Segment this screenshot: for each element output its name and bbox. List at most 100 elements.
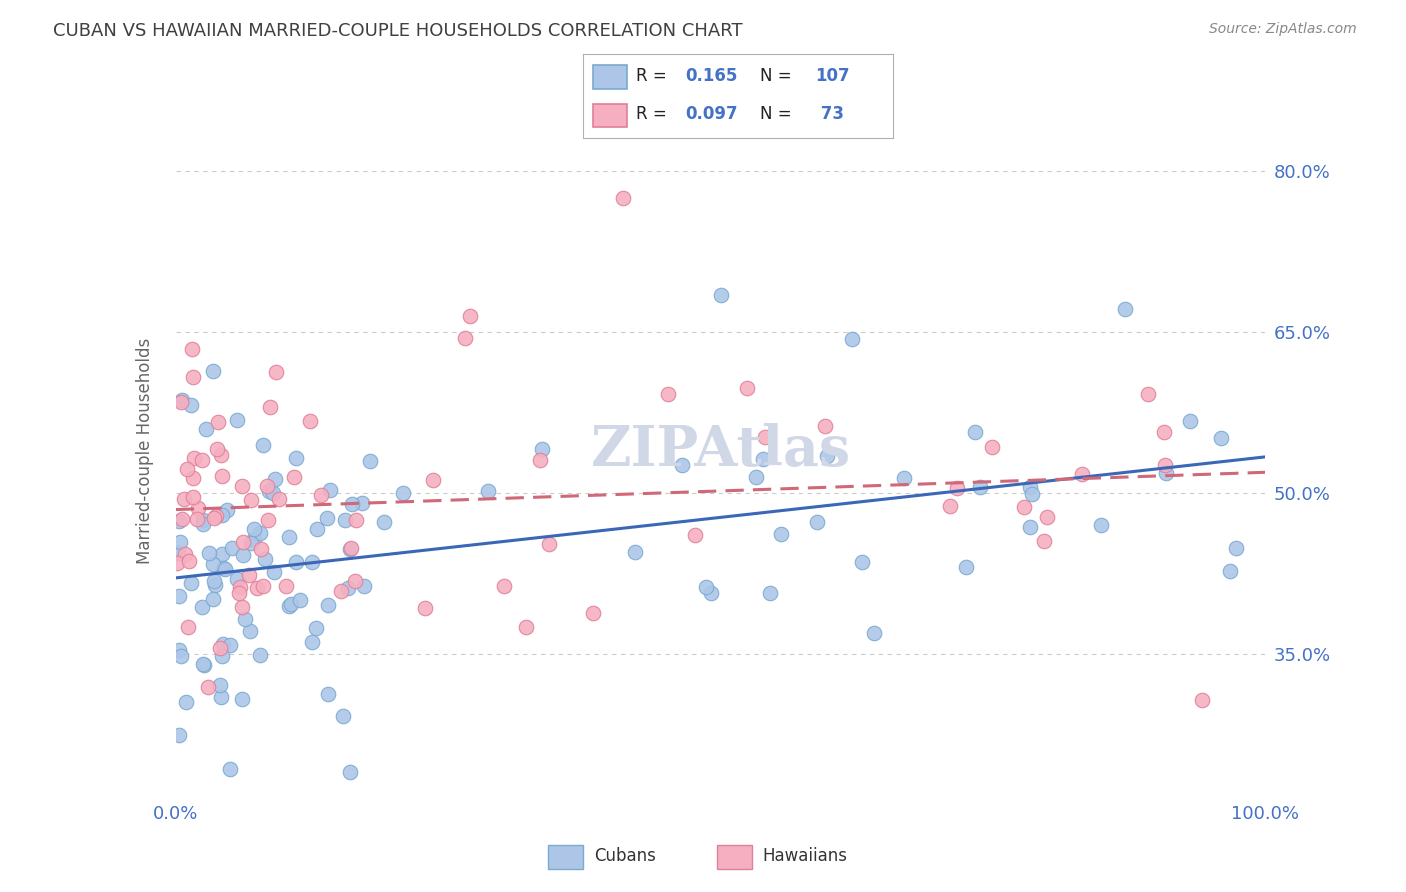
Point <box>176 620 198 634</box>
Point <box>267 491 290 506</box>
Point <box>249 542 271 557</box>
Point <box>477 483 499 498</box>
Point <box>458 310 481 324</box>
Point <box>863 625 886 640</box>
Point <box>339 542 361 557</box>
Point <box>337 581 360 595</box>
Point <box>710 288 733 302</box>
Point <box>1178 415 1201 429</box>
Point <box>191 453 214 467</box>
Point <box>301 634 323 648</box>
Point <box>242 522 264 536</box>
Text: ZIPAtlas: ZIPAtlas <box>591 423 851 478</box>
Point <box>754 430 776 444</box>
Point <box>226 413 249 427</box>
Point <box>263 565 285 579</box>
Point <box>278 599 301 613</box>
FancyBboxPatch shape <box>717 845 752 869</box>
Point <box>340 497 363 511</box>
Point <box>963 425 986 439</box>
Point <box>695 580 717 594</box>
Point <box>359 454 381 468</box>
Point <box>1014 500 1036 515</box>
Point <box>301 555 323 569</box>
Point <box>253 551 276 566</box>
Text: R =: R = <box>636 67 666 85</box>
Point <box>242 532 264 546</box>
Point <box>231 600 253 615</box>
Point <box>299 414 322 428</box>
Point <box>212 561 235 575</box>
Point <box>181 369 204 384</box>
FancyBboxPatch shape <box>593 103 627 128</box>
Text: Source: ZipAtlas.com: Source: ZipAtlas.com <box>1209 22 1357 37</box>
Point <box>228 580 250 594</box>
Point <box>211 547 233 561</box>
Point <box>211 508 233 523</box>
Point <box>529 452 551 467</box>
Point <box>193 513 215 527</box>
Point <box>173 547 195 561</box>
Point <box>231 479 253 493</box>
Point <box>453 331 475 345</box>
Text: 107: 107 <box>815 67 851 85</box>
Point <box>252 438 274 452</box>
Point <box>1070 467 1092 481</box>
Point <box>285 556 308 570</box>
Point <box>211 468 233 483</box>
Point <box>167 546 190 560</box>
Point <box>202 574 225 589</box>
Point <box>208 677 231 691</box>
Point <box>332 709 354 723</box>
Point <box>238 568 260 582</box>
Point <box>201 591 224 606</box>
Point <box>202 557 225 571</box>
FancyBboxPatch shape <box>548 845 583 869</box>
Point <box>259 484 281 499</box>
Point <box>167 515 190 529</box>
Point <box>183 471 205 485</box>
Point <box>228 586 250 600</box>
Point <box>515 620 537 634</box>
Point <box>262 486 284 500</box>
Point <box>284 450 307 465</box>
Point <box>167 643 190 657</box>
Point <box>249 648 271 662</box>
Point <box>205 508 228 523</box>
Y-axis label: Married-couple Households: Married-couple Households <box>135 337 153 564</box>
Point <box>1153 425 1175 440</box>
Point <box>283 469 305 483</box>
Point <box>685 527 707 541</box>
Point <box>239 624 262 638</box>
Point <box>170 393 193 408</box>
Point <box>186 501 208 516</box>
Text: R =: R = <box>636 105 666 123</box>
Point <box>239 536 262 550</box>
Point <box>205 442 228 456</box>
Point <box>745 470 768 484</box>
Point <box>169 728 191 742</box>
Point <box>759 585 782 599</box>
Point <box>1033 533 1056 548</box>
Point <box>352 495 374 509</box>
Point <box>1154 466 1177 480</box>
Point <box>215 503 238 517</box>
Point <box>1019 480 1042 494</box>
Point <box>770 527 793 541</box>
Point <box>814 419 837 434</box>
Point <box>181 342 204 356</box>
Point <box>806 516 828 530</box>
Point <box>233 612 256 626</box>
Point <box>169 534 191 549</box>
Point <box>304 621 326 635</box>
Point <box>180 575 202 590</box>
Point <box>256 479 278 493</box>
Point <box>232 534 254 549</box>
Point <box>170 395 193 409</box>
Point <box>176 462 198 476</box>
Point <box>186 511 208 525</box>
Point <box>333 513 356 527</box>
Point <box>851 555 873 569</box>
Point <box>180 398 202 412</box>
Text: Cubans: Cubans <box>593 847 657 865</box>
